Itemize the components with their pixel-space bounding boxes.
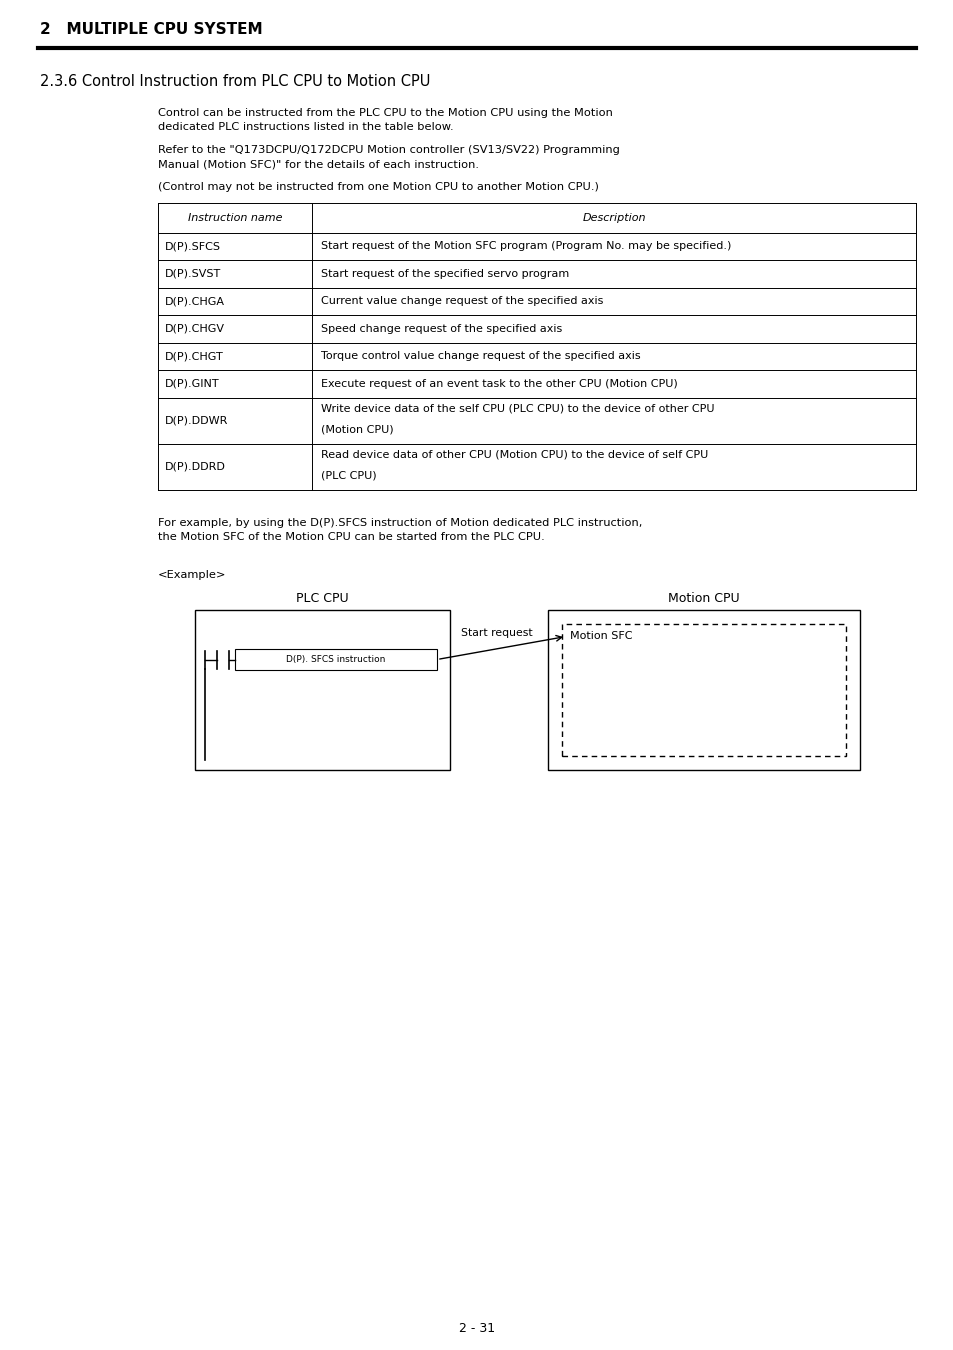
- Text: Torque control value change request of the specified axis: Torque control value change request of t…: [320, 351, 640, 362]
- Text: Refer to the "Q173DCPU/Q172DCPU Motion controller (SV13/SV22) Programming
Manual: Refer to the "Q173DCPU/Q172DCPU Motion c…: [158, 144, 619, 169]
- Text: D(P).CHGA: D(P).CHGA: [165, 296, 225, 306]
- Text: Motion CPU: Motion CPU: [667, 591, 739, 605]
- Text: 2 - 31: 2 - 31: [458, 1322, 495, 1335]
- Text: Current value change request of the specified axis: Current value change request of the spec…: [320, 296, 602, 306]
- Text: Write device data of the self CPU (PLC CPU) to the device of other CPU: Write device data of the self CPU (PLC C…: [320, 404, 714, 413]
- Bar: [234, 649, 436, 670]
- Text: Control can be instructed from the PLC CPU to the Motion CPU using the Motion
de: Control can be instructed from the PLC C…: [158, 108, 612, 132]
- Bar: [194, 609, 450, 770]
- Text: 2   MULTIPLE CPU SYSTEM: 2 MULTIPLE CPU SYSTEM: [40, 23, 262, 38]
- Text: PLC CPU: PLC CPU: [295, 591, 349, 605]
- Text: D(P).SFCS: D(P).SFCS: [165, 242, 221, 251]
- Text: Instruction name: Instruction name: [188, 213, 282, 223]
- Text: D(P).DDRD: D(P).DDRD: [165, 462, 226, 471]
- Bar: [561, 624, 845, 756]
- Text: (Control may not be instructed from one Motion CPU to another Motion CPU.): (Control may not be instructed from one …: [158, 182, 598, 192]
- Text: <Example>: <Example>: [158, 570, 226, 579]
- Text: Start request of the specified servo program: Start request of the specified servo pro…: [320, 269, 569, 278]
- Text: Read device data of other CPU (Motion CPU) to the device of self CPU: Read device data of other CPU (Motion CP…: [320, 450, 707, 459]
- Text: Motion SFC: Motion SFC: [569, 630, 632, 640]
- Text: For example, by using the D(P).SFCS instruction of Motion dedicated PLC instruct: For example, by using the D(P).SFCS inst…: [158, 517, 641, 541]
- Text: D(P).DDWR: D(P).DDWR: [165, 416, 228, 425]
- Text: (PLC CPU): (PLC CPU): [320, 471, 376, 481]
- Text: D(P).SVST: D(P).SVST: [165, 269, 221, 278]
- Bar: [547, 609, 859, 770]
- Text: Start request: Start request: [460, 628, 532, 639]
- Text: D(P).GINT: D(P).GINT: [165, 379, 219, 389]
- Text: Start request of the Motion SFC program (Program No. may be specified.): Start request of the Motion SFC program …: [320, 242, 731, 251]
- Text: Execute request of an event task to the other CPU (Motion CPU): Execute request of an event task to the …: [320, 379, 677, 389]
- Text: D(P).CHGT: D(P).CHGT: [165, 351, 224, 362]
- Text: D(P). SFCS instruction: D(P). SFCS instruction: [286, 655, 385, 664]
- Text: Description: Description: [581, 213, 645, 223]
- Text: (Motion CPU): (Motion CPU): [320, 424, 394, 435]
- Text: 2.3.6 Control Instruction from PLC CPU to Motion CPU: 2.3.6 Control Instruction from PLC CPU t…: [40, 74, 430, 89]
- Text: D(P).CHGV: D(P).CHGV: [165, 324, 225, 333]
- Text: Speed change request of the specified axis: Speed change request of the specified ax…: [320, 324, 561, 333]
